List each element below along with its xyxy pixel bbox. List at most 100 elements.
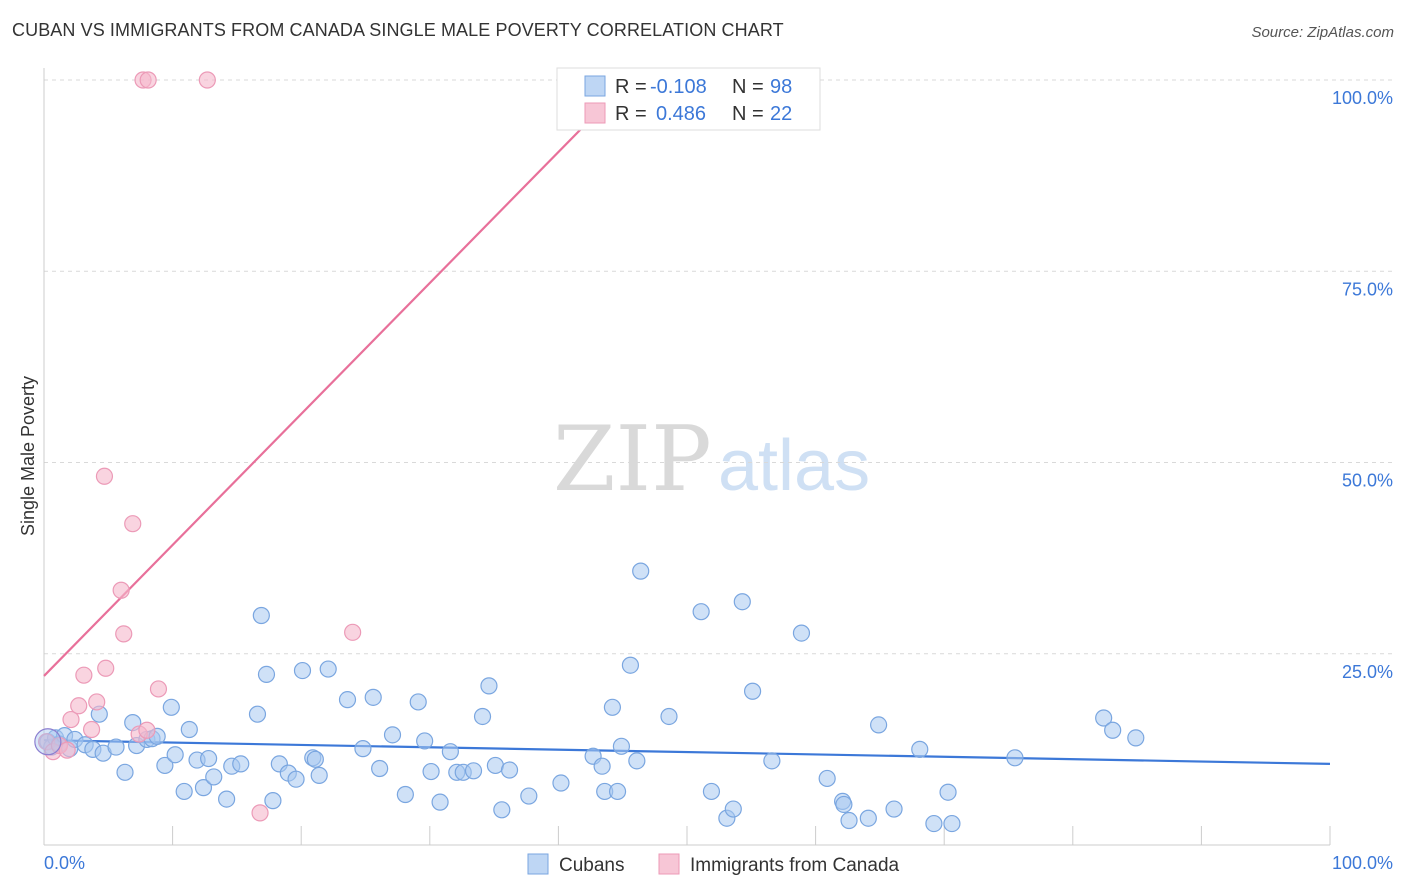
canada-point xyxy=(97,659,115,677)
legend-r-label: R = xyxy=(615,76,647,98)
y-tick-label: 25.0% xyxy=(1342,662,1393,682)
cubans-point xyxy=(232,755,250,773)
canada-trend-line xyxy=(43,79,630,677)
cubans-point xyxy=(743,682,762,700)
cubans-point xyxy=(252,606,270,625)
cubans-point xyxy=(603,698,622,716)
cubans-point xyxy=(493,801,511,819)
canada-point xyxy=(115,625,133,643)
chart-title: CUBAN VS IMMIGRANTS FROM CANADA SINGLE M… xyxy=(12,20,784,40)
x-tick-label-max: 100.0% xyxy=(1332,853,1393,873)
cubans-point xyxy=(306,750,324,768)
cubans-point xyxy=(194,779,213,797)
cubans-point xyxy=(166,746,184,764)
y-tick-label: 75.0% xyxy=(1342,279,1393,299)
cubans-point xyxy=(431,793,449,811)
cubans-point xyxy=(660,707,678,726)
cubans-point xyxy=(835,795,853,814)
legend-r-value: -0.108 xyxy=(650,76,707,98)
legend-n-value: 98 xyxy=(770,76,792,98)
cubans-point xyxy=(257,665,276,684)
cubans-point xyxy=(441,743,459,761)
cubans-point xyxy=(205,768,223,786)
watermark-zip: ZIP xyxy=(553,407,712,512)
cubans-point xyxy=(218,790,236,808)
cubans-point xyxy=(911,740,929,758)
cubans-point xyxy=(396,785,414,804)
cubans-point xyxy=(116,763,134,781)
canada-point xyxy=(95,467,114,485)
y-axis-title: Single Male Poverty xyxy=(18,376,38,536)
cubans-point xyxy=(1127,729,1145,747)
cubans-point xyxy=(621,656,640,674)
cubans-point xyxy=(156,756,174,775)
cubans-point xyxy=(552,774,570,792)
canada-point xyxy=(149,680,168,698)
cubans-point xyxy=(1104,721,1122,739)
x-tick-label-min: 0.0% xyxy=(44,853,85,873)
series-legend-label-cubans[interactable]: Cubans xyxy=(559,855,625,876)
cubans-point xyxy=(371,759,389,778)
x-axis-ticks xyxy=(172,826,1331,845)
cubans-point xyxy=(792,624,811,642)
legend-r-value: 0.486 xyxy=(656,103,706,125)
cubans-point xyxy=(692,603,710,621)
canada-point xyxy=(58,741,76,759)
cubans-point xyxy=(464,762,483,780)
watermark-atlas: atlas xyxy=(718,426,870,506)
cubans-point xyxy=(724,800,742,818)
cubans-point xyxy=(162,698,180,716)
cubans-point xyxy=(200,749,218,768)
cubans-point xyxy=(870,716,888,734)
cubans-point xyxy=(383,726,402,744)
cubans-point xyxy=(1095,709,1113,727)
cubans-point xyxy=(409,693,427,711)
series-legend-swatch-canada[interactable] xyxy=(658,853,680,875)
cubans-point xyxy=(175,782,193,801)
legend-n-label: N = xyxy=(732,103,764,125)
cubans-point xyxy=(486,756,504,775)
cubans-point xyxy=(338,691,357,709)
cubans-point xyxy=(818,769,836,788)
cubans-point xyxy=(859,809,877,827)
cubans-point xyxy=(1006,749,1024,767)
canada-point xyxy=(70,697,88,715)
series-legend-swatch-cubans[interactable] xyxy=(527,853,549,875)
cubans-point xyxy=(628,752,646,770)
cubans-point xyxy=(943,814,961,833)
cubans-point xyxy=(885,800,903,818)
canada-point xyxy=(198,71,216,89)
cubans-point xyxy=(416,732,434,750)
cubans-point xyxy=(733,593,751,611)
source-label: Source: ZipAtlas.com xyxy=(1251,24,1394,41)
cubans-point xyxy=(107,738,125,756)
cubans-point xyxy=(354,740,372,758)
series-legend-label-canada[interactable]: Immigrants from Canada xyxy=(690,855,900,876)
cubans-point xyxy=(480,677,498,695)
cubans-point xyxy=(632,562,650,580)
cubans-point xyxy=(264,792,282,810)
canada-point xyxy=(62,710,80,729)
cubans-point xyxy=(473,707,492,726)
series-legend: Cubans Immigrants from Canada xyxy=(527,853,900,876)
legend-r-label: R = xyxy=(615,103,647,125)
cubans-trend-line xyxy=(43,739,1331,766)
canada-point xyxy=(82,720,101,739)
cubans-point xyxy=(612,737,631,755)
canada-point xyxy=(88,693,106,711)
y-tick-label: 50.0% xyxy=(1342,471,1393,491)
cubans-point xyxy=(520,787,538,805)
legend-swatch-cubans xyxy=(584,75,606,97)
cubans-point xyxy=(180,720,198,739)
legend-swatch-canada xyxy=(584,102,606,124)
cubans-point xyxy=(422,762,440,781)
canada-point xyxy=(75,666,93,684)
legend-n-value: 22 xyxy=(770,103,792,125)
cluster-point xyxy=(34,728,62,756)
cubans-point xyxy=(293,661,312,680)
canada-point xyxy=(344,623,362,641)
cubans-point xyxy=(702,782,721,801)
canada-point xyxy=(112,581,130,599)
grid-lines xyxy=(44,79,1392,655)
